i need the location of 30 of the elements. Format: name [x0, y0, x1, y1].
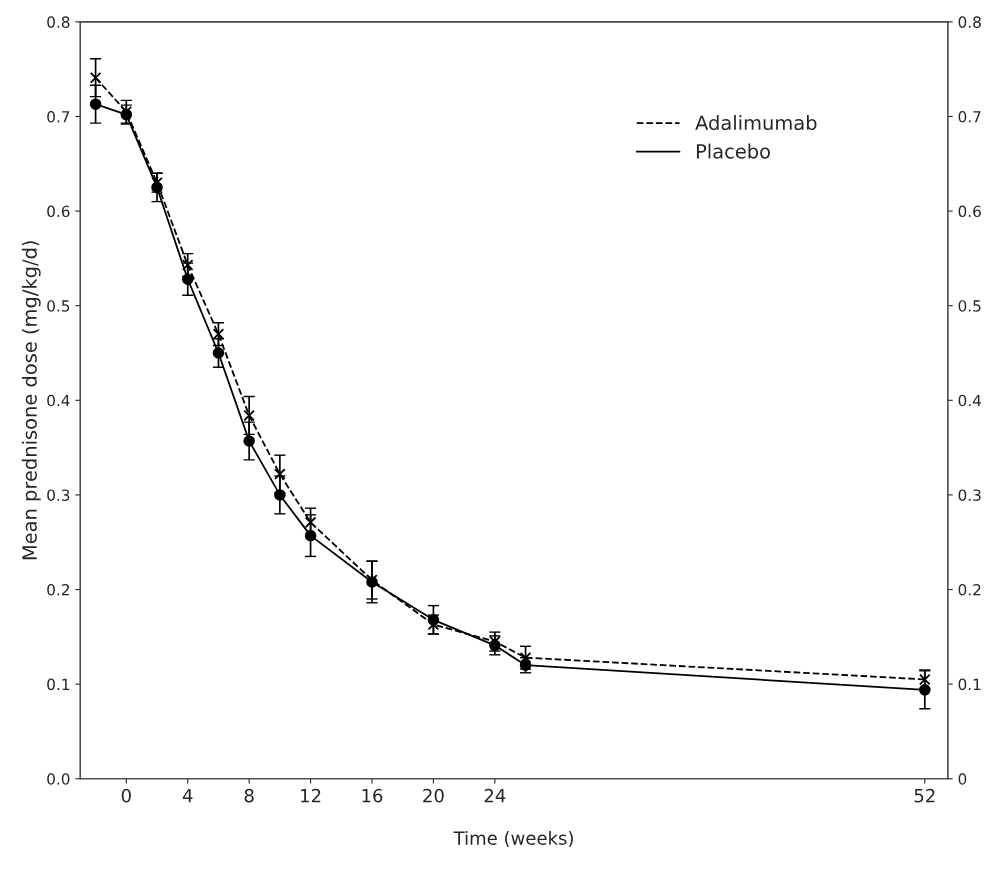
x-tick-label: 24	[484, 788, 506, 803]
y-tick-label: 0.8	[47, 16, 70, 28]
y2-tick-label: 0.2	[958, 584, 981, 596]
legend-label: Adalimumab	[695, 115, 817, 131]
x-tick-label: 4	[182, 789, 193, 803]
x-axis-title: Time (weeks)	[453, 830, 573, 848]
y2-tick-label: 0.3	[958, 489, 981, 501]
y2-tick-label: 0.7	[958, 110, 981, 123]
x-tick-label: 20	[423, 788, 444, 803]
y-tick-label: 0.7	[47, 110, 70, 123]
y-tick-label: 0.6	[47, 205, 70, 218]
y-axis-title: Mean prednisone dose (mg/kg/d)	[21, 241, 41, 560]
x-tick-label: 8	[244, 788, 254, 803]
y2-tick-label: 0	[958, 773, 967, 785]
y2-tick-label: 0.5	[958, 300, 981, 312]
y-tick-label: 0.1	[47, 678, 70, 691]
x-tick-label: 0	[121, 788, 131, 803]
x-tick-label: 52	[914, 788, 935, 803]
legend-label: Placebo	[696, 143, 770, 159]
y2-tick-label: 0.1	[958, 678, 981, 691]
y2-tick-label: 0.6	[958, 205, 981, 218]
y-tick-label: 0.2	[47, 584, 69, 596]
x-tick-label: 12	[301, 788, 321, 803]
y-tick-label: 0.4	[47, 394, 70, 407]
y2-tick-label: 0.8	[958, 16, 981, 28]
y-tick-label: 0.5	[47, 300, 70, 312]
y-tick-label: 0.3	[47, 489, 70, 501]
y2-tick-label: 0.4	[958, 394, 981, 407]
x-tick-label: 16	[362, 788, 383, 803]
y-tick-label: 0.0	[47, 773, 70, 785]
